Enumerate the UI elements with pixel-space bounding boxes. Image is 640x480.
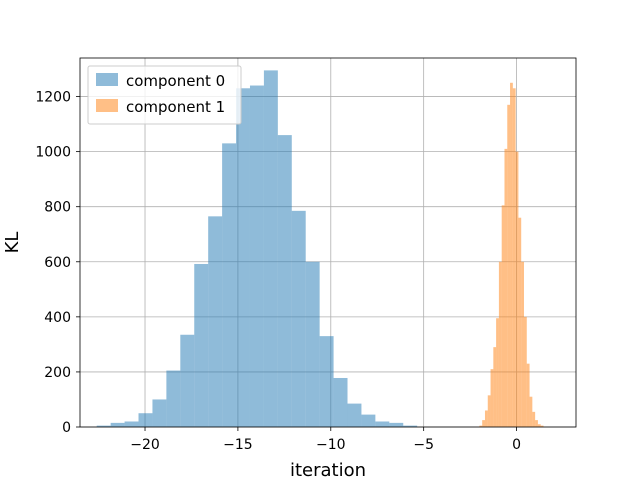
y-axis-ticks: 0 200 400 600 800 1000 1200 <box>35 90 80 436</box>
histogram-bar <box>493 347 497 427</box>
histogram-bar <box>249 85 264 427</box>
y-tick-label: 800 <box>44 200 71 216</box>
histogram-bar <box>479 425 483 427</box>
series-1-bars <box>479 82 544 428</box>
x-tick-label: −15 <box>223 437 253 453</box>
legend-swatch-component-1 <box>96 99 118 112</box>
x-tick-label: −10 <box>316 437 346 453</box>
histogram-bar <box>222 143 237 428</box>
x-tick-label: 0 <box>512 437 521 453</box>
x-axis-ticks: −20 −15 −10 −5 0 <box>130 427 521 453</box>
histogram-bar <box>501 205 505 427</box>
histogram-bar <box>526 363 530 427</box>
histogram-bar <box>96 425 111 427</box>
legend: component 0 component 1 <box>87 65 242 125</box>
histogram-bar <box>515 151 519 427</box>
histogram-bar <box>507 104 511 428</box>
legend-box <box>87 65 242 125</box>
y-tick-label: 200 <box>44 365 71 381</box>
histogram-bar <box>537 424 541 427</box>
histogram-bar <box>194 263 209 427</box>
histogram-bar <box>512 88 516 427</box>
histogram-bar <box>361 414 376 427</box>
histogram-bar <box>291 210 306 427</box>
histogram-bar <box>208 216 223 427</box>
plot-frame <box>79 57 577 428</box>
histogram-bar <box>496 318 499 427</box>
histogram-bar <box>263 70 278 428</box>
histogram-bar <box>540 425 544 427</box>
histogram-bar <box>124 421 139 427</box>
histogram-bar <box>484 410 488 427</box>
y-tick-label: 1000 <box>35 145 71 161</box>
histogram-bar <box>236 88 250 427</box>
y-tick-label: 0 <box>62 420 71 436</box>
histogram-bar <box>521 261 524 427</box>
legend-label-component-1: component 1 <box>126 98 225 116</box>
histogram-bar <box>518 217 522 427</box>
y-tick-label: 1200 <box>35 90 71 106</box>
histogram-bar <box>535 420 538 427</box>
histogram-bar <box>180 334 195 427</box>
histogram-bar <box>389 422 404 427</box>
histogram-bar <box>403 425 418 427</box>
histogram-bar <box>305 261 320 427</box>
legend-label-component-0: component 0 <box>126 72 225 90</box>
histogram-bar <box>487 395 491 427</box>
histogram-bar <box>490 369 494 427</box>
histogram-bar <box>504 148 508 427</box>
histogram-bars <box>96 70 544 428</box>
y-axis-label: KL <box>2 232 23 254</box>
x-tick-label: −5 <box>413 437 434 453</box>
histogram-bar <box>333 377 348 427</box>
histogram-bar <box>375 421 390 427</box>
histogram-bar <box>523 316 527 427</box>
histogram-bar <box>152 399 167 427</box>
histogram-bar <box>347 403 362 427</box>
series-0-bars <box>96 70 418 428</box>
y-tick-label: 600 <box>44 255 71 271</box>
y-tick-label: 400 <box>44 310 71 326</box>
histogram-bar <box>138 413 153 427</box>
histogram-bar <box>166 370 181 427</box>
x-tick-label: −20 <box>130 437 160 453</box>
histogram-bar <box>482 420 485 427</box>
histogram-bar <box>498 261 502 427</box>
histogram-bar <box>110 422 125 427</box>
histogram-bar <box>529 396 533 427</box>
histogram-bar <box>510 82 513 428</box>
legend-swatch-component-0 <box>96 73 118 86</box>
x-axis-label: iteration <box>290 460 366 480</box>
histogram-bar <box>319 336 334 427</box>
histogram-bar <box>277 135 292 427</box>
histogram-bar <box>532 411 536 427</box>
